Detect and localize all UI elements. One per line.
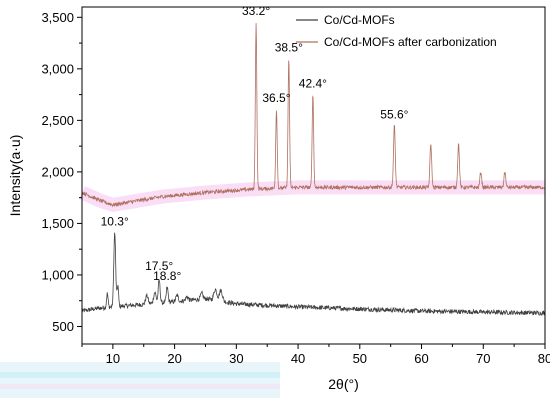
series-halo: [78, 180, 549, 212]
x-tick-label: 30: [229, 351, 243, 366]
y-axis-title: Intensity(a·u): [7, 135, 23, 217]
series-1: [78, 23, 549, 212]
series-line-1: [81, 23, 546, 208]
y-tick-label: 3,500: [41, 10, 74, 25]
x-tick-label: 50: [353, 351, 367, 366]
x-tick-label: 80: [538, 351, 550, 366]
decorative-band: [0, 362, 280, 398]
x-axis-title: 2θ(°): [328, 376, 359, 392]
peak-label: 10.3°: [101, 214, 129, 228]
ticks-layer: 10 20 30 40 50 60 70 80 500 1,000 1,500 2,000 2,500 3…: [41, 10, 550, 366]
decorative-band-stripe: [0, 384, 280, 389]
peak-label: 17.5°: [145, 259, 173, 273]
y-tick-label: 1,500: [41, 216, 74, 231]
legend-label-co-cd-mofs-carbonized: Co/Cd-MOFs after carbonization: [324, 35, 497, 49]
y-tick-label: 1,000: [41, 267, 74, 282]
x-tick-label: 60: [414, 351, 428, 366]
x-tick-label: 20: [167, 351, 181, 366]
x-tick-label: 40: [291, 351, 305, 366]
legend-label-co-cd-mofs: Co/Cd-MOFs: [324, 13, 395, 27]
series-layer: [78, 23, 549, 316]
series-0: [81, 232, 546, 316]
y-tick-label: 3,000: [41, 61, 74, 76]
decorative-band-stripe: [0, 372, 280, 378]
peak-label: 36.5°: [262, 91, 290, 105]
y-tick-label: 500: [52, 319, 74, 334]
y-tick-label: 2,000: [41, 164, 74, 179]
series-line-0: [81, 232, 546, 316]
annotation-layer: 33.2° 38.5° 36.5° 42.4° 55.6° 10.3° 17.5°18.8°: [101, 4, 409, 283]
peak-label: 55.6°: [380, 107, 408, 121]
peak-label: 18.8°: [153, 269, 181, 283]
peak-label: 42.4°: [299, 76, 327, 90]
x-tick-label: 70: [476, 351, 490, 366]
legend: Co/Cd-MOFs Co/Cd-MOFs after carbonizatio…: [296, 13, 497, 49]
plot-frame: [81, 6, 546, 345]
y-tick-label: 2,500: [41, 113, 74, 128]
peak-label: 33.2°: [242, 4, 270, 18]
peak-label: 38.5°: [275, 40, 303, 54]
x-tick-label: 10: [106, 351, 120, 366]
